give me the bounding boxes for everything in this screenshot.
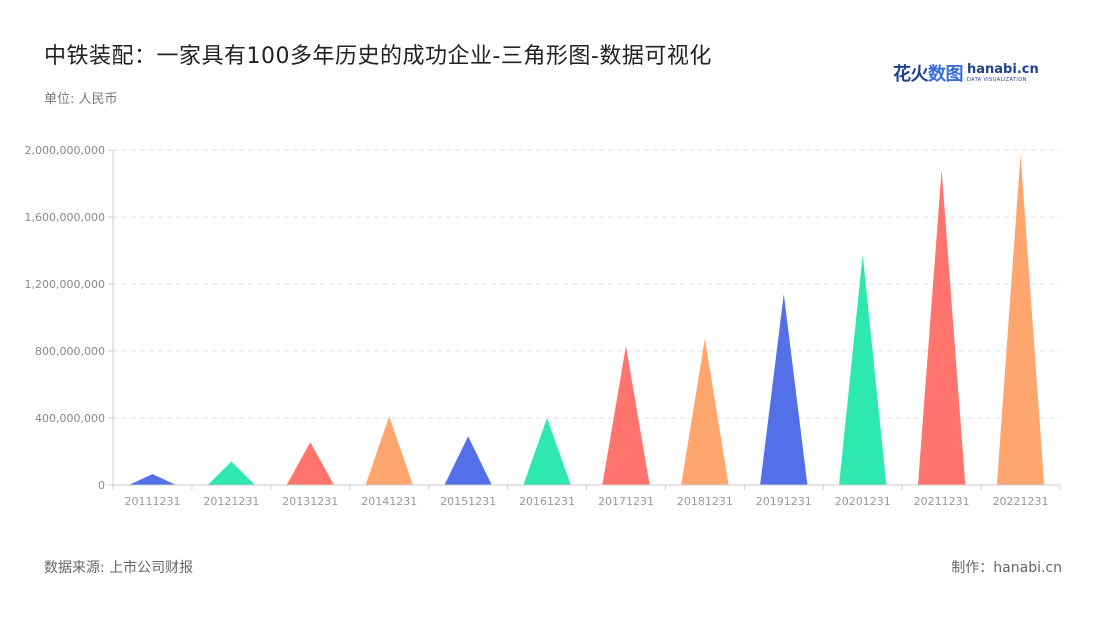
- y-tick-label: 400,000,000: [35, 412, 105, 425]
- credit-link[interactable]: 制作：hanabi.cn: [951, 560, 1062, 576]
- triangle-mark-20201231[interactable]: [839, 254, 887, 485]
- triangle-mark-20121231[interactable]: [207, 461, 256, 485]
- x-tick-label: 20121231: [203, 495, 259, 508]
- brand-logo[interactable]: 花火数图 hanabi.cn DATA VISUALIZATION: [893, 60, 1039, 86]
- logo-en-sub: DATA VISUALIZATION: [967, 77, 1027, 83]
- triangle-mark-20211231[interactable]: [917, 170, 966, 485]
- logo-cn-text-a: 花火: [893, 64, 929, 85]
- triangle-mark-20171231[interactable]: [602, 345, 650, 485]
- triangle-mark-20191231[interactable]: [760, 294, 808, 485]
- y-tick-label: 1,600,000,000: [25, 211, 105, 224]
- y-tick-label: 800,000,000: [35, 345, 105, 358]
- chart-title: 中铁装配：一家具有100多年历史的成功企业-三角形图-数据可视化: [44, 44, 712, 69]
- x-tick-label: 20191231: [756, 495, 812, 508]
- x-tick-label: 20111231: [124, 495, 180, 508]
- triangle-mark-20221231[interactable]: [996, 154, 1045, 485]
- triangle-mark-20161231[interactable]: [523, 418, 571, 485]
- x-tick-label: 20201231: [835, 495, 891, 508]
- data-source: 数据来源: 上市公司财报: [44, 560, 194, 576]
- unit-label: 单位: 人民币: [44, 92, 118, 107]
- y-tick-label: 2,000,000,000: [25, 144, 105, 157]
- x-axis: 20111231 20121231 20131231 20141231 20151231…: [112, 484, 1061, 508]
- triangle-mark-20111231[interactable]: [128, 474, 177, 485]
- x-tick-label: 20131231: [282, 495, 338, 508]
- logo-en-block: hanabi.cn DATA VISUALIZATION: [967, 63, 1039, 83]
- y-axis: 0 400,000,000 800,000,000 1,200,000,000 1,60…: [25, 144, 114, 492]
- x-tick-label: 20161231: [519, 495, 575, 508]
- x-tick-label: 20181231: [677, 495, 733, 508]
- triangle-mark-20131231[interactable]: [286, 442, 334, 485]
- x-tick-label: 20221231: [993, 495, 1049, 508]
- x-tick-label: 20171231: [598, 495, 654, 508]
- x-tick-label: 20151231: [440, 495, 496, 508]
- y-tick-label: 1,200,000,000: [25, 278, 105, 291]
- triangle-mark-20141231[interactable]: [365, 416, 413, 485]
- x-tick-label: 20141231: [361, 495, 417, 508]
- triangle-mark-20181231[interactable]: [681, 338, 729, 485]
- logo-cn-text-b: 数图: [928, 64, 964, 85]
- logo-en-text: hanabi.cn: [967, 62, 1039, 77]
- y-tick-label: 0: [98, 479, 105, 492]
- triangle-mark-20151231[interactable]: [444, 436, 492, 485]
- gridlines: [113, 149, 1060, 419]
- x-tick-label: 20211231: [914, 495, 970, 508]
- triangle-marks: [128, 154, 1045, 485]
- logo-cn-text: 花火数图: [893, 60, 964, 86]
